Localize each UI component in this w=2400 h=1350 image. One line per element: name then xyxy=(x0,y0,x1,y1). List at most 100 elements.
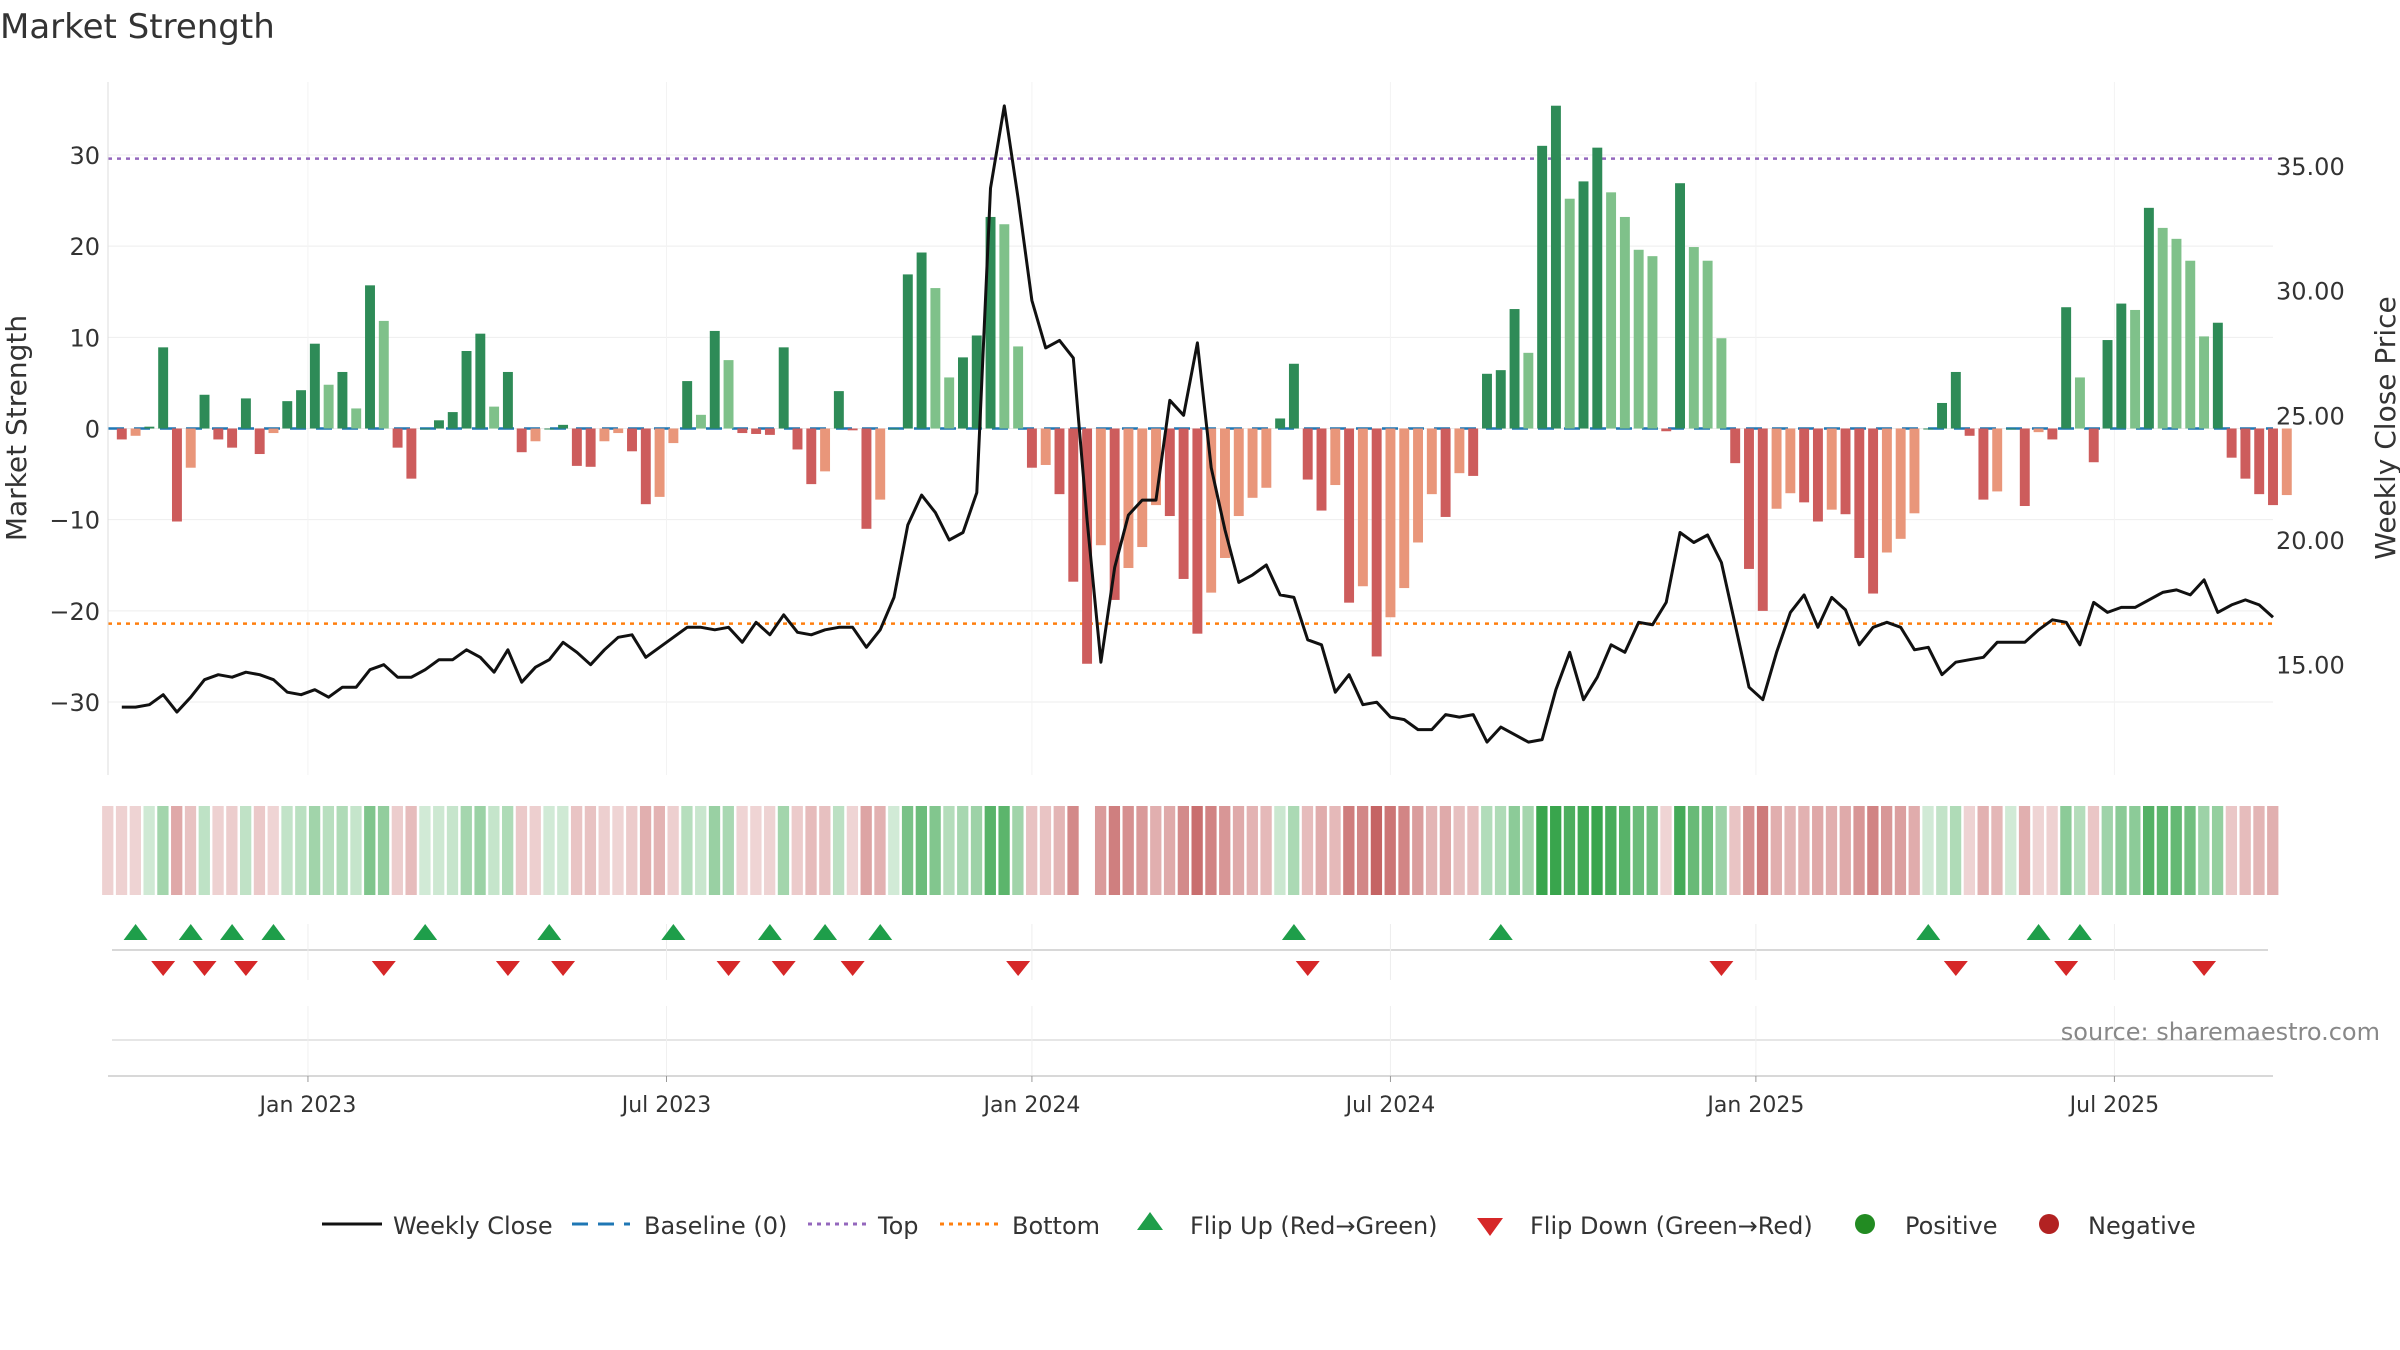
strength-bar xyxy=(709,330,720,429)
heat-cell xyxy=(1743,806,1755,895)
legend-item-weekly-close: Weekly Close xyxy=(322,1212,553,1240)
strength-bar xyxy=(1385,428,1396,618)
strength-bar xyxy=(999,224,1010,429)
strength-bar xyxy=(447,412,458,429)
y-axis-label: Market Strength xyxy=(0,315,33,541)
strength-bar xyxy=(737,428,748,434)
strength-bar xyxy=(351,408,362,429)
heat-cell xyxy=(557,806,569,895)
strength-bar xyxy=(2047,428,2058,440)
heat-cell xyxy=(598,806,610,895)
legend-label-baseline: Baseline (0) xyxy=(644,1212,787,1240)
strength-bar xyxy=(875,428,886,500)
x-tick-label: Jul 2024 xyxy=(1344,1093,1436,1118)
legend-item-baseline: Baseline (0) xyxy=(572,1212,787,1240)
heat-cell xyxy=(391,806,403,895)
strength-bar xyxy=(1730,428,1741,464)
strength-bar xyxy=(558,424,569,429)
heat-cell xyxy=(1108,806,1121,895)
strength-bar xyxy=(199,394,210,429)
weekly-close-line xyxy=(121,104,2275,744)
legend-label-negative: Negative xyxy=(2088,1212,2196,1240)
y2-axis-label: Weekly Close Price xyxy=(2369,296,2400,559)
y2-tick-label: 15.00 xyxy=(2276,652,2345,680)
flip-up-marker xyxy=(123,924,148,940)
strength-bar xyxy=(1771,428,1782,509)
heat-cell xyxy=(1867,806,1879,895)
strength-bars xyxy=(116,105,2292,664)
flip-up-marker xyxy=(2067,924,2092,940)
strength-bar xyxy=(1950,371,1961,429)
heat-cell xyxy=(2129,806,2141,895)
heat-cell xyxy=(1150,806,1162,895)
strength-bar xyxy=(627,428,637,452)
strength-bar xyxy=(1895,428,1906,539)
heat-cell xyxy=(2087,806,2100,895)
heat-cell xyxy=(791,806,803,895)
heat-cell xyxy=(1687,806,1700,895)
heat-cell xyxy=(1563,806,1576,895)
legend-label-top: Top xyxy=(877,1212,919,1240)
heat-cell xyxy=(639,806,652,895)
heat-cell xyxy=(364,806,376,895)
heat-cell xyxy=(915,806,927,895)
strength-bar xyxy=(378,320,389,429)
strength-bar xyxy=(1785,428,1796,494)
heat-cell xyxy=(957,806,969,895)
strength-bar xyxy=(1068,428,1079,582)
y-tick-label: 30 xyxy=(69,142,100,170)
heat-cell xyxy=(1522,806,1534,895)
heat-cell xyxy=(212,806,224,895)
strength-bar xyxy=(1261,428,1272,488)
strength-bar xyxy=(985,216,996,429)
strength-bar xyxy=(420,428,431,430)
heat-cell xyxy=(764,806,776,895)
heat-cell xyxy=(1784,806,1796,895)
heat-cell xyxy=(1412,806,1424,895)
heat-cell xyxy=(929,806,941,895)
heat-cell xyxy=(1963,806,1976,895)
strength-bar xyxy=(916,252,927,429)
legend-item-flip-up: Flip Up (Red→Green) xyxy=(1137,1212,1438,1240)
strength-bar xyxy=(1688,247,1699,429)
heat-cell xyxy=(253,806,266,895)
heat-cell xyxy=(1191,806,1203,895)
strength-bar xyxy=(1523,352,1534,429)
heat-cell xyxy=(1329,806,1341,895)
x-tick-label: Jul 2025 xyxy=(2068,1093,2160,1118)
heat-cell xyxy=(1122,806,1134,895)
strength-bar xyxy=(585,428,596,467)
strength-bar xyxy=(1371,428,1382,657)
heat-cell xyxy=(681,806,693,895)
heat-cell xyxy=(1770,806,1782,895)
legend: Weekly Close Baseline (0) Top Bottom Fli… xyxy=(322,1212,2196,1240)
strength-bar xyxy=(2199,336,2210,429)
heat-cell xyxy=(1205,806,1217,895)
strength-bar xyxy=(323,384,334,429)
flip-up-marker xyxy=(813,924,838,940)
heat-cell xyxy=(1894,806,1907,895)
heat-cell xyxy=(308,806,321,895)
flip-up-marker xyxy=(1916,924,1941,940)
strength-bar xyxy=(1220,428,1230,558)
flip-down-marker xyxy=(716,961,741,976)
strength-bar xyxy=(1316,428,1327,511)
heat-cell xyxy=(281,806,293,895)
strength-bar xyxy=(1413,428,1423,543)
heat-cell xyxy=(1880,806,1893,895)
heat-cell xyxy=(1729,806,1741,895)
axes: 30 20 10 0 −10 −20 −30 35.00 30.00 25.00 20.00 15.0… xyxy=(49,82,2345,775)
strength-bar xyxy=(792,428,803,450)
heat-cell xyxy=(1577,806,1589,895)
source-note: source: sharemaestro.com xyxy=(2061,1018,2380,1046)
strength-bar xyxy=(640,428,651,505)
heat-cell xyxy=(722,806,734,895)
strength-bar xyxy=(1812,428,1823,522)
flip-up-marker xyxy=(1488,924,1513,940)
legend-positive-dot-icon xyxy=(1855,1214,1875,1234)
heat-cell xyxy=(1605,806,1617,895)
legend-negative-dot-icon xyxy=(2039,1214,2059,1234)
heat-cell xyxy=(1356,806,1369,895)
strength-bar xyxy=(365,285,375,429)
